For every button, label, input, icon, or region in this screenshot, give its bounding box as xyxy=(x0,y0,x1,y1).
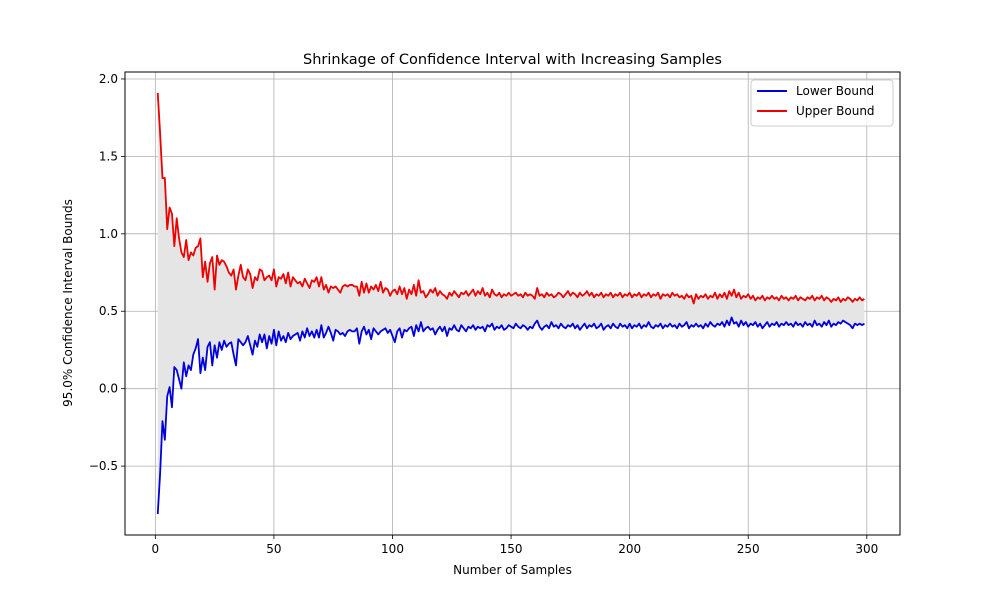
x-tick-label: 50 xyxy=(266,542,281,556)
x-tick-label: 100 xyxy=(381,542,404,556)
x-axis-ticks: 0 50 100 150 200 250 300 xyxy=(152,535,878,556)
y-axis-ticks: −0.5 0.0 0.5 1.0 1.5 2.0 xyxy=(89,72,125,473)
y-tick-label: −0.5 xyxy=(89,459,118,473)
y-tick-label: 1.0 xyxy=(99,227,118,241)
y-tick-label: 0.5 xyxy=(99,304,118,318)
y-tick-label: 0.0 xyxy=(99,382,118,396)
fill-layer xyxy=(157,92,865,515)
plot-frame xyxy=(124,71,901,536)
legend: Lower Bound Upper Bound xyxy=(750,79,894,127)
series-line-lower-bound xyxy=(156,316,865,515)
chart-title: Shrinkage of Confidence Interval with In… xyxy=(303,52,722,68)
y-tick-label: 1.5 xyxy=(99,149,118,163)
y-axis-title: 95.0% Confidence Interval Bounds xyxy=(61,199,75,407)
x-tick-label: 300 xyxy=(855,542,878,556)
confidence-band xyxy=(157,92,865,515)
x-tick-label: 0 xyxy=(152,542,160,556)
y-tick-label: 2.0 xyxy=(99,72,118,86)
x-axis-title: Number of Samples xyxy=(453,563,572,577)
series-layer xyxy=(156,92,865,515)
x-tick-label: 150 xyxy=(500,542,523,556)
legend-label-lower-bound: Lower Bound xyxy=(796,84,874,98)
x-tick-label: 200 xyxy=(618,542,641,556)
x-tick-label: 250 xyxy=(737,542,760,556)
series-line-upper-bound xyxy=(156,92,865,305)
legend-label-upper-bound: Upper Bound xyxy=(796,104,875,118)
